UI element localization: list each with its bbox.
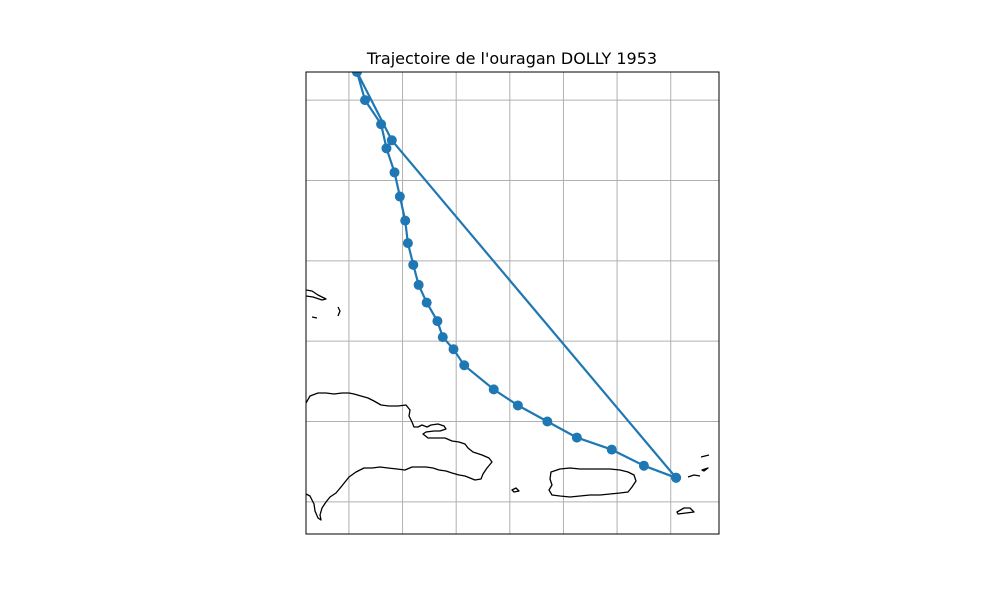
track-line: [355, 72, 677, 479]
haiti-north-coastline: [306, 392, 493, 521]
track-point: [408, 259, 419, 270]
track-point: [638, 460, 649, 471]
track-point: [394, 191, 405, 202]
virgin-islands: [700, 454, 710, 458]
track-point: [488, 384, 499, 395]
track-point: [571, 432, 582, 443]
track-point: [542, 416, 553, 427]
track-point: [671, 472, 682, 483]
cuba-coastline: [306, 289, 327, 301]
bahamas-island: [311, 316, 318, 319]
track-point: [381, 143, 392, 154]
track-point: [459, 360, 470, 371]
track-point: [389, 167, 400, 178]
track-point: [360, 95, 370, 106]
map-frame: [305, 71, 720, 535]
track-point: [400, 215, 411, 226]
track-point: [376, 119, 387, 130]
puerto-rico-coastline: [548, 467, 637, 498]
coastlines: [306, 289, 710, 521]
track-point: [606, 444, 617, 455]
track-point: [437, 332, 448, 343]
gridlines: [306, 72, 719, 534]
virgin-islands: [701, 467, 709, 472]
track-point: [432, 316, 443, 327]
virgin-islands: [687, 474, 701, 478]
map-title: Trajectoire de l'ouragan DOLLY 1953: [366, 49, 657, 68]
st-croix-island: [676, 507, 695, 515]
track-point: [351, 72, 362, 77]
island-coastline: [511, 487, 520, 493]
track-point: [413, 279, 424, 290]
track-point: [421, 297, 432, 308]
track-point: [448, 344, 459, 355]
track-point: [402, 238, 413, 249]
bahamas-island: [337, 306, 341, 317]
track-point: [386, 135, 397, 146]
hurricane-track: [351, 72, 682, 483]
track-point: [512, 400, 523, 411]
